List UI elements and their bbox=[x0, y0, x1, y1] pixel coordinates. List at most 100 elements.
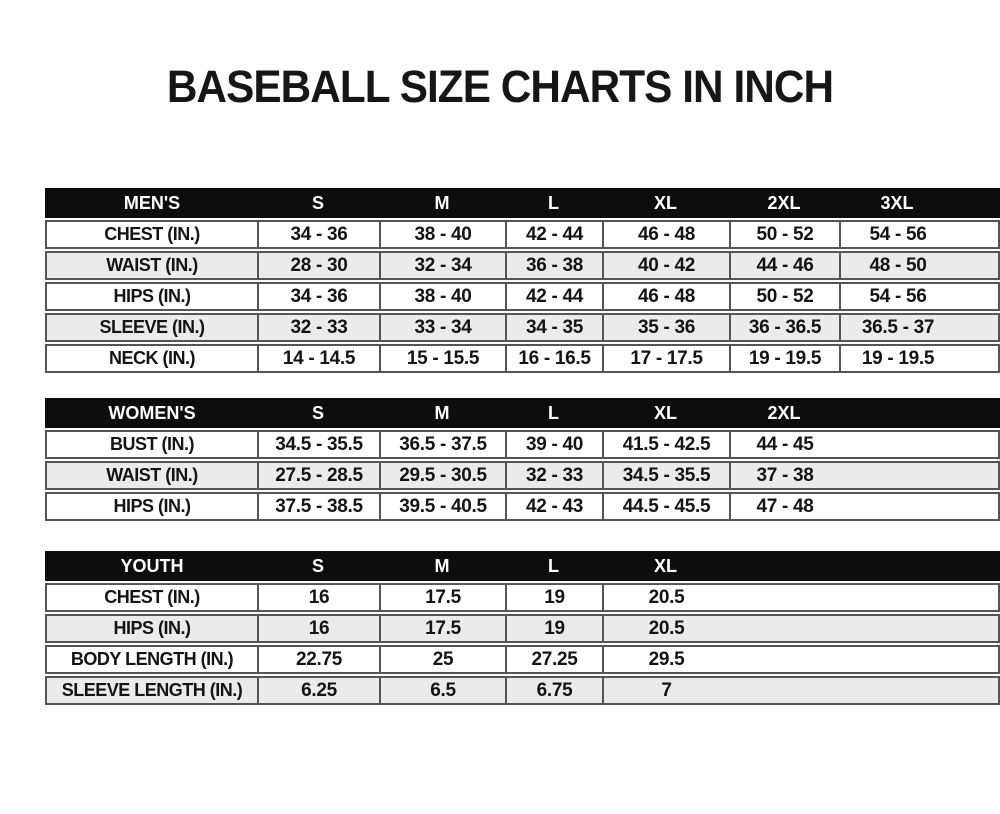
table-row: SLEEVE (IN.) 32 - 33 33 - 34 34 - 35 35 - 36… bbox=[45, 313, 1000, 342]
size-value-cell: 6.25 bbox=[257, 678, 379, 703]
size-value-cell: 39.5 - 40.5 bbox=[379, 494, 505, 519]
size-column-header: M bbox=[434, 555, 450, 576]
size-value-cell: 16 - 16.5 bbox=[505, 346, 602, 371]
size-value-cell: 33 - 34 bbox=[379, 315, 505, 340]
table-header-row: MEN'S S M L XL 2XL 3XL bbox=[45, 188, 1000, 218]
size-value-cell: 27.5 - 28.5 bbox=[257, 463, 379, 488]
size-value-cell: 42 - 44 bbox=[505, 284, 602, 309]
size-value-cell: 50 - 52 bbox=[729, 284, 839, 309]
size-value-cell: 28 - 30 bbox=[257, 253, 379, 278]
size-column-header: M bbox=[434, 192, 450, 213]
size-column-header: M bbox=[434, 402, 450, 423]
size-value-cell: 38 - 40 bbox=[379, 284, 505, 309]
measurement-label: HIPS (IN.) bbox=[113, 286, 191, 306]
size-value-cell: 54 - 56 bbox=[839, 222, 955, 247]
size-value-cell: 46 - 48 bbox=[602, 222, 729, 247]
table-row: HIPS (IN.) 37.5 - 38.5 39.5 - 40.5 42 - 43 4… bbox=[45, 492, 1000, 521]
size-value-cell: 37.5 - 38.5 bbox=[257, 494, 379, 519]
size-column-header: S bbox=[311, 402, 324, 423]
table-title-cell: WOMEN'S bbox=[108, 402, 196, 423]
page-title: BASEBALL SIZE CHARTS IN INCH bbox=[166, 61, 834, 112]
measurement-label: HIPS (IN.) bbox=[113, 496, 191, 516]
size-value-cell: 16 bbox=[257, 585, 379, 610]
size-value-cell: 17 - 17.5 bbox=[602, 346, 729, 371]
size-tables-container: MEN'S S M L XL 2XL 3XL CHEST (IN.) 34 - 36 38 - 4… bbox=[45, 188, 1000, 705]
size-value-cell: 47 - 48 bbox=[729, 494, 839, 519]
measurement-label: HIPS (IN.) bbox=[113, 618, 191, 638]
size-column-header: XL bbox=[653, 192, 677, 213]
table-row: BUST (IN.) 34.5 - 35.5 36.5 - 37.5 39 - 40 4… bbox=[45, 430, 1000, 459]
size-value-cell: 44 - 46 bbox=[729, 253, 839, 278]
size-value-cell: 42 - 43 bbox=[505, 494, 602, 519]
size-value-cell: 20.5 bbox=[602, 616, 729, 641]
size-column-header: XL bbox=[653, 402, 677, 423]
size-value-cell: 36.5 - 37.5 bbox=[379, 432, 505, 457]
size-value-cell: 42 - 44 bbox=[505, 222, 602, 247]
size-table-mens: MEN'S S M L XL 2XL 3XL CHEST (IN.) 34 - 36 38 - 4… bbox=[45, 188, 1000, 373]
size-value-cell: 14 - 14.5 bbox=[257, 346, 379, 371]
size-value-cell: 16 bbox=[257, 616, 379, 641]
size-column-header: 2XL bbox=[767, 402, 801, 423]
size-value-cell: 7 bbox=[602, 678, 729, 703]
table-row: WAIST (IN.) 28 - 30 32 - 34 36 - 38 40 - 42 4… bbox=[45, 251, 1000, 280]
size-column-header: L bbox=[548, 402, 559, 423]
size-value-cell: 39 - 40 bbox=[505, 432, 602, 457]
size-value-cell: 50 - 52 bbox=[729, 222, 839, 247]
size-value-cell: 20.5 bbox=[602, 585, 729, 610]
size-value-cell: 54 - 56 bbox=[839, 284, 955, 309]
size-value-cell: 32 - 34 bbox=[379, 253, 505, 278]
size-value-cell: 35 - 36 bbox=[602, 315, 729, 340]
measurement-label: CHEST (IN.) bbox=[104, 587, 200, 607]
size-value-cell: 34 - 36 bbox=[257, 284, 379, 309]
size-table-womens: WOMEN'S S M L XL 2XL BUST (IN.) 34.5 - 35.5 36.5… bbox=[45, 398, 1000, 521]
size-value-cell: 17.5 bbox=[379, 616, 505, 641]
size-column-header: S bbox=[311, 192, 324, 213]
measurement-label: SLEEVE (IN.) bbox=[99, 317, 205, 337]
table-row: SLEEVE LENGTH (IN.) 6.25 6.5 6.75 7 bbox=[45, 676, 1000, 705]
size-column-header: XL bbox=[653, 555, 677, 576]
measurement-label: WAIST (IN.) bbox=[106, 255, 198, 275]
size-value-cell: 25 bbox=[379, 647, 505, 672]
size-table-youth: YOUTH S M L XL CHEST (IN.) 16 17.5 19 20.5 HIPS (I… bbox=[45, 551, 1000, 705]
measurement-label: BODY LENGTH (IN.) bbox=[70, 649, 234, 669]
size-value-cell: 34 - 36 bbox=[257, 222, 379, 247]
size-value-cell: 27.25 bbox=[505, 647, 602, 672]
measurement-label: NECK (IN.) bbox=[109, 348, 196, 368]
size-value-cell: 22.75 bbox=[257, 647, 379, 672]
size-value-cell: 46 - 48 bbox=[602, 284, 729, 309]
table-row: BODY LENGTH (IN.) 22.75 25 27.25 29.5 bbox=[45, 645, 1000, 674]
size-value-cell: 37 - 38 bbox=[729, 463, 839, 488]
size-value-cell: 36 - 38 bbox=[505, 253, 602, 278]
size-value-cell: 17.5 bbox=[379, 585, 505, 610]
size-value-cell: 6.5 bbox=[379, 678, 505, 703]
size-value-cell: 15 - 15.5 bbox=[379, 346, 505, 371]
measurement-label: WAIST (IN.) bbox=[106, 465, 198, 485]
size-value-cell: 38 - 40 bbox=[379, 222, 505, 247]
table-header-row: YOUTH S M L XL bbox=[45, 551, 1000, 581]
size-value-cell: 6.75 bbox=[505, 678, 602, 703]
size-column-header: 3XL bbox=[880, 192, 914, 213]
table-row: HIPS (IN.) 16 17.5 19 20.5 bbox=[45, 614, 1000, 643]
size-value-cell: 34 - 35 bbox=[505, 315, 602, 340]
measurement-label: BUST (IN.) bbox=[110, 434, 195, 454]
size-value-cell: 29.5 - 30.5 bbox=[379, 463, 505, 488]
table-title-cell: MEN'S bbox=[123, 192, 181, 213]
size-column-header: 2XL bbox=[767, 192, 801, 213]
size-value-cell: 44.5 - 45.5 bbox=[602, 494, 729, 519]
size-value-cell: 41.5 - 42.5 bbox=[602, 432, 729, 457]
size-value-cell: 34.5 - 35.5 bbox=[257, 432, 379, 457]
size-value-cell: 19 - 19.5 bbox=[839, 346, 955, 371]
size-value-cell: 19 bbox=[505, 585, 602, 610]
size-value-cell: 29.5 bbox=[602, 647, 729, 672]
size-column-header: L bbox=[548, 555, 559, 576]
measurement-label: CHEST (IN.) bbox=[104, 224, 200, 244]
size-value-cell: 19 - 19.5 bbox=[729, 346, 839, 371]
size-value-cell: 40 - 42 bbox=[602, 253, 729, 278]
size-column-header: L bbox=[548, 192, 559, 213]
size-value-cell: 36 - 36.5 bbox=[729, 315, 839, 340]
size-value-cell: 34.5 - 35.5 bbox=[602, 463, 729, 488]
size-value-cell: 36.5 - 37 bbox=[839, 315, 955, 340]
size-value-cell: 44 - 45 bbox=[729, 432, 839, 457]
table-row: NECK (IN.) 14 - 14.5 15 - 15.5 16 - 16.5 17 … bbox=[45, 344, 1000, 373]
table-title-cell: YOUTH bbox=[120, 555, 184, 576]
